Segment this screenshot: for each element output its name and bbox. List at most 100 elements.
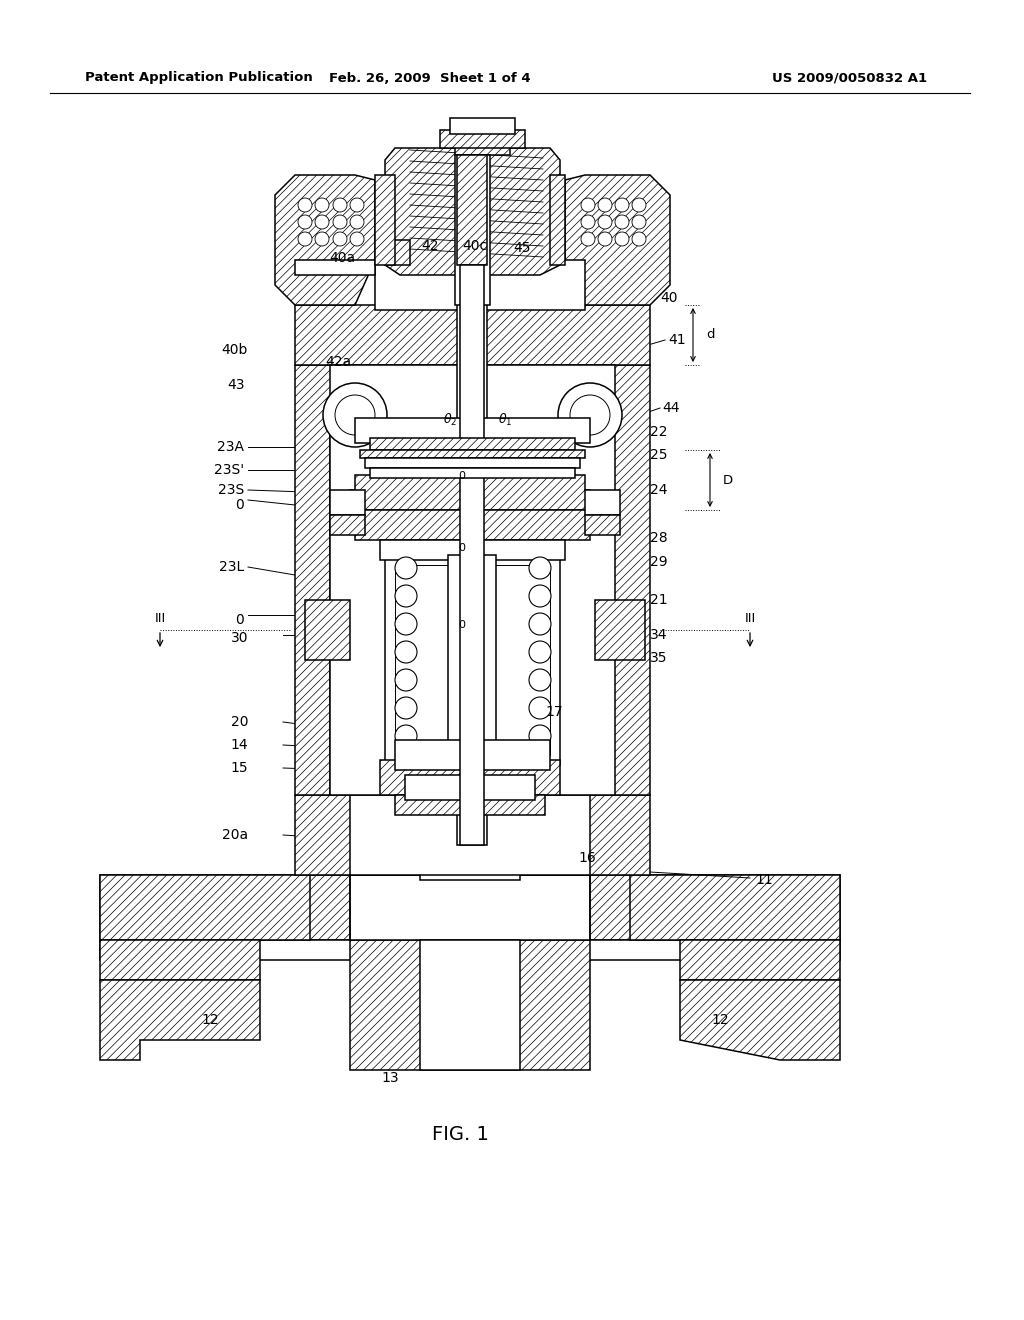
Text: d: d xyxy=(706,329,715,342)
Circle shape xyxy=(598,232,612,246)
Bar xyxy=(457,154,487,265)
Polygon shape xyxy=(350,475,590,510)
Circle shape xyxy=(323,383,387,447)
Text: 0: 0 xyxy=(459,543,466,553)
Text: 23L: 23L xyxy=(219,560,244,574)
Text: 41: 41 xyxy=(668,333,686,347)
Bar xyxy=(406,775,535,800)
Polygon shape xyxy=(100,940,840,960)
Bar xyxy=(457,154,487,845)
Bar xyxy=(420,855,520,880)
Bar xyxy=(330,490,365,515)
Circle shape xyxy=(581,232,595,246)
Bar xyxy=(360,450,585,458)
Polygon shape xyxy=(550,176,565,265)
Circle shape xyxy=(581,215,595,228)
Text: 29: 29 xyxy=(650,554,668,569)
Polygon shape xyxy=(385,240,410,265)
Circle shape xyxy=(632,232,646,246)
Circle shape xyxy=(333,232,347,246)
Bar xyxy=(460,265,484,845)
Circle shape xyxy=(529,669,551,690)
Circle shape xyxy=(632,215,646,228)
Circle shape xyxy=(315,215,329,228)
Circle shape xyxy=(335,395,375,436)
Bar xyxy=(350,875,590,940)
Text: Feb. 26, 2009  Sheet 1 of 4: Feb. 26, 2009 Sheet 1 of 4 xyxy=(329,71,530,84)
Bar xyxy=(380,540,565,560)
Circle shape xyxy=(529,642,551,663)
Circle shape xyxy=(350,215,364,228)
Polygon shape xyxy=(565,176,670,305)
Text: 22: 22 xyxy=(650,425,668,440)
Bar xyxy=(585,515,620,535)
Bar xyxy=(365,458,580,469)
Text: 0: 0 xyxy=(236,498,244,512)
Bar xyxy=(355,418,590,444)
Text: 42: 42 xyxy=(421,239,438,253)
Text: $\theta_2$: $\theta_2$ xyxy=(442,412,457,428)
Bar xyxy=(350,795,590,875)
Circle shape xyxy=(598,215,612,228)
Circle shape xyxy=(298,198,312,213)
Text: Patent Application Publication: Patent Application Publication xyxy=(85,71,312,84)
Circle shape xyxy=(558,383,622,447)
Polygon shape xyxy=(680,940,840,979)
Text: 23S: 23S xyxy=(218,483,244,498)
Circle shape xyxy=(395,697,417,719)
Text: 11: 11 xyxy=(755,873,773,887)
Text: 20: 20 xyxy=(230,715,248,729)
Bar xyxy=(455,154,490,305)
Polygon shape xyxy=(375,176,395,265)
Text: III: III xyxy=(155,611,166,624)
Bar xyxy=(395,741,550,770)
Text: 23S': 23S' xyxy=(214,463,244,477)
Circle shape xyxy=(298,232,312,246)
Circle shape xyxy=(615,198,629,213)
Polygon shape xyxy=(275,176,375,305)
Bar xyxy=(420,940,520,1071)
Circle shape xyxy=(333,198,347,213)
Text: 15: 15 xyxy=(230,762,248,775)
Circle shape xyxy=(615,232,629,246)
Polygon shape xyxy=(295,305,650,366)
Polygon shape xyxy=(100,940,260,979)
Text: 40c: 40c xyxy=(462,239,487,253)
Bar xyxy=(355,510,590,540)
Polygon shape xyxy=(440,129,525,148)
Text: 35: 35 xyxy=(650,651,668,665)
Bar xyxy=(370,469,575,478)
Bar xyxy=(395,795,545,814)
Polygon shape xyxy=(100,875,310,940)
Polygon shape xyxy=(680,979,840,1060)
Circle shape xyxy=(395,725,417,747)
Text: 17: 17 xyxy=(545,705,562,719)
Text: 40a: 40a xyxy=(329,251,355,265)
Bar xyxy=(450,117,515,135)
Text: 40b: 40b xyxy=(221,343,248,356)
Text: 40: 40 xyxy=(660,290,678,305)
Text: 28: 28 xyxy=(650,531,668,545)
Text: 24: 24 xyxy=(650,483,668,498)
Text: 43: 43 xyxy=(227,378,245,392)
Text: III: III xyxy=(744,611,756,624)
Text: 12: 12 xyxy=(201,1012,219,1027)
Polygon shape xyxy=(630,875,840,940)
Circle shape xyxy=(298,215,312,228)
Circle shape xyxy=(615,215,629,228)
Bar xyxy=(380,760,560,795)
Polygon shape xyxy=(100,875,840,940)
Circle shape xyxy=(333,215,347,228)
Text: 0: 0 xyxy=(236,612,244,627)
Text: $\theta_1$: $\theta_1$ xyxy=(498,412,512,428)
Circle shape xyxy=(395,557,417,579)
Circle shape xyxy=(529,697,551,719)
Circle shape xyxy=(395,669,417,690)
Bar xyxy=(395,565,550,755)
Circle shape xyxy=(529,557,551,579)
Polygon shape xyxy=(585,366,650,795)
Text: 21: 21 xyxy=(650,593,668,607)
Text: 23A: 23A xyxy=(217,440,244,454)
Bar xyxy=(330,515,365,535)
Bar xyxy=(305,601,350,660)
